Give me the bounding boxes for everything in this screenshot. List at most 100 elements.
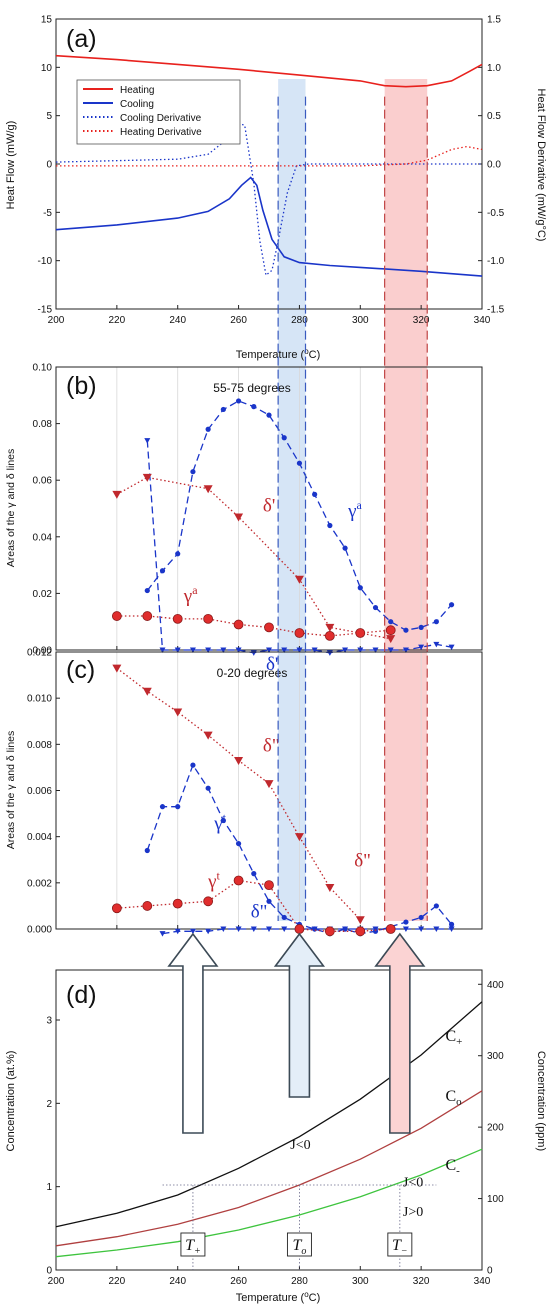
panel-b: 0.00 0.02 0.04 0.06 0.08 0.10 (b) 55-75 degre… <box>5 363 483 675</box>
panel-d-xtick-label: 240 <box>169 1276 186 1287</box>
panel-b-series-2-point <box>203 485 213 494</box>
panel-c-series-1-point <box>250 926 257 932</box>
panel-b-series-0-point <box>327 522 333 529</box>
panel-b-series-1-point <box>357 647 364 653</box>
panel-c-ytick-label: 0.002 <box>27 878 52 889</box>
panel-b-ytick-label: 0.04 <box>33 532 53 543</box>
panel-a-series-1-line <box>55 176 483 277</box>
panel-b-series-0-point <box>266 412 272 418</box>
panel-a-right-ytick-label: 0.0 <box>487 160 501 171</box>
panel-a-xtick-label: 260 <box>230 315 247 326</box>
panel-b-ytick-label: 0.08 <box>33 419 53 430</box>
panel-b-series-0-point <box>159 568 166 574</box>
panel-b-series-3-point <box>142 611 153 621</box>
panel-d-ytick-label: 1 <box>46 1182 52 1193</box>
panel-b-series-1-point <box>448 644 455 651</box>
panel-c-series-2-point <box>203 731 213 740</box>
panel-d-xtick-label: 340 <box>474 1276 491 1287</box>
panel-c-series-0-point <box>251 871 257 877</box>
panel-c-series-3-point <box>111 903 122 914</box>
panel-b-series-1-point <box>387 647 394 653</box>
panel-c-series-3-point <box>264 880 274 891</box>
panel-a-ylabel: Heat Flow (mW/g) <box>5 121 17 210</box>
panel-c-ytick-label: 0.008 <box>27 740 52 751</box>
panel-b-series-3-point <box>172 613 183 624</box>
panel-d-xtick-label: 320 <box>413 1276 430 1287</box>
panel-c-ytick-label: 0.010 <box>27 694 52 705</box>
panel-b-series-2-point <box>142 473 152 482</box>
cooling-band <box>278 79 306 921</box>
panel-d-right-ytick-label: 300 <box>487 1051 504 1062</box>
arrow-2 <box>374 932 426 1134</box>
band-edges <box>277 96 428 921</box>
panel-a-legend: Heating Cooling Cooling Derivative Heati… <box>76 79 241 145</box>
panel-b-series-0-point <box>372 604 379 611</box>
panel-b-series-3-point <box>203 613 214 624</box>
panel-a-right-ytick-label: 0.5 <box>487 111 501 122</box>
panel-a-xtick-label: 220 <box>109 315 126 326</box>
legend-cooling-derivative: Cooling Derivative <box>120 113 202 124</box>
panel-c-series-0-point <box>220 817 226 824</box>
panel-b-series-3-point <box>111 611 122 621</box>
panel-c-series-2-point <box>112 664 122 673</box>
panel-c-series-3-point <box>172 898 183 909</box>
temperature-marker-box <box>387 1232 413 1257</box>
panel-d-ytick-label: 0 <box>46 1266 52 1277</box>
panel-b-ytick-label: 0.02 <box>33 589 53 600</box>
panel-a-ytick-label: 0 <box>46 160 52 171</box>
panel-b-series-2-point <box>325 623 335 632</box>
panel-d-ytick-label: 2 <box>46 1099 52 1110</box>
panel-c-series-2-point <box>264 780 274 789</box>
panel-b-series-0-point <box>190 469 196 475</box>
panel-c-curve-label-1: γt <box>213 811 226 835</box>
panel-a-ytick-label: 15 <box>41 15 53 26</box>
panel-b-ytick-label: 0.06 <box>33 476 53 487</box>
temperature-marker-1: To <box>292 1237 306 1257</box>
panel-b-curve-label-2: γa <box>183 583 198 607</box>
panel-a-xtick-label: 200 <box>48 315 65 326</box>
panel-b-title: 55-75 degrees <box>213 381 290 395</box>
shaded-bands <box>278 79 428 921</box>
temperature-marker-0: T+ <box>185 1237 201 1257</box>
panel-b-series-2-point <box>112 490 122 499</box>
panel-c-series-3-point <box>294 924 305 934</box>
panel-c-series-2-point <box>325 883 335 892</box>
panel-b-series-3-point <box>264 622 274 633</box>
panel-c-series-0-point <box>190 762 196 768</box>
panel-b-series-1-point <box>372 647 379 653</box>
arrows <box>167 932 426 1134</box>
panel-c-series-1-point <box>235 926 242 932</box>
panel-b-series-0-point <box>433 619 439 625</box>
panel-c-curve-label-4: δ" <box>251 901 268 922</box>
panel-b-series-1-point <box>235 647 242 653</box>
panel-b-series-0-point <box>281 435 287 441</box>
panel-c-ytick-label: 0.004 <box>27 832 52 843</box>
panel-d-ytick-label: 3 <box>46 1016 52 1027</box>
panel-b-series-0-point <box>251 404 257 410</box>
temperature-marker-2: T− <box>392 1237 408 1257</box>
panel-a-ytick-label: -10 <box>38 256 53 267</box>
panel-a-series-0-line <box>55 54 483 88</box>
panel-b-curve-label-3: δ' <box>266 654 278 675</box>
panel-c-series-1-point <box>205 928 212 935</box>
panel-b-ytick-label: 0.10 <box>33 363 53 374</box>
panel-a-xtick-label: 300 <box>352 315 369 326</box>
panel-b-series-1-point <box>311 647 318 653</box>
panel-b-series-0-point <box>144 587 150 594</box>
panel-d-frame <box>55 969 483 1271</box>
heating-band <box>384 79 428 921</box>
panel-d-right-ytick-label: 100 <box>487 1194 504 1205</box>
panel-b-series-2-point <box>294 575 304 584</box>
panel-a-xtick-label: 320 <box>413 315 430 326</box>
temperature-marker-box <box>180 1232 206 1257</box>
panel-d-curve-1 <box>55 1090 483 1247</box>
temperature-marker-box <box>286 1232 312 1257</box>
panel-b-series-1-point <box>220 647 227 653</box>
panel-b-series-3-point <box>233 619 244 630</box>
panel-b-series-0-point <box>342 545 348 551</box>
panel-a-right-ytick-label: 1.0 <box>487 63 501 74</box>
panel-c-series-1-point <box>189 928 196 935</box>
panel-b-series-1-point <box>174 647 181 653</box>
panel-c-series-3-point <box>142 901 153 911</box>
